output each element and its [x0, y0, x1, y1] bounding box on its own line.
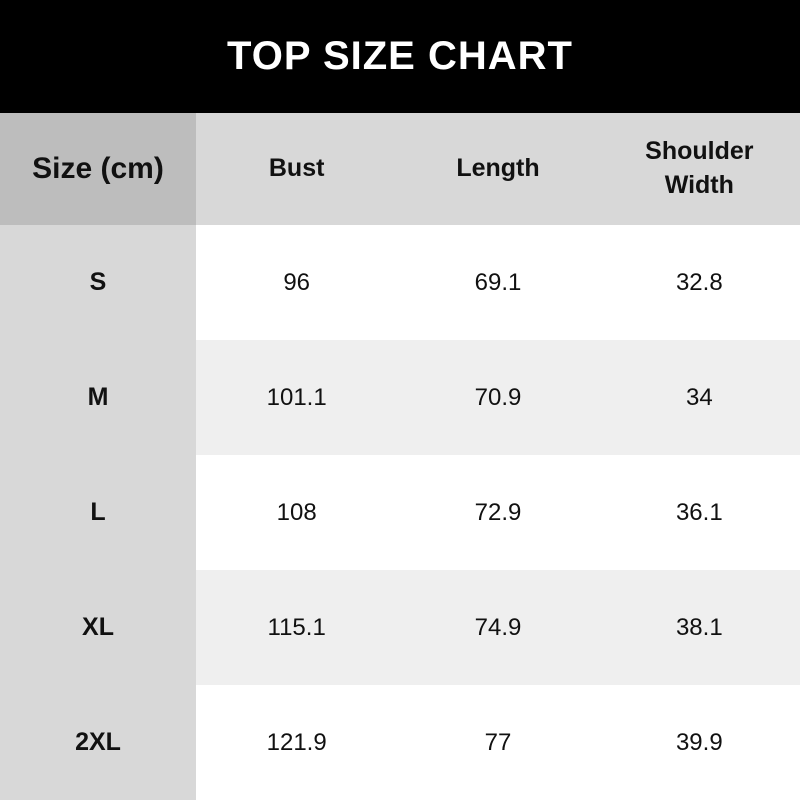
value-xl-bust: 115.1	[196, 570, 398, 685]
size-label-2xl: 2XL	[0, 685, 196, 800]
value-xl-length: 74.9	[397, 570, 599, 685]
value-m-bust: 101.1	[196, 340, 398, 455]
value-2xl-shoulder-width: 39.9	[598, 685, 800, 800]
header-label-shoulder-width: Shoulder Width	[645, 137, 754, 199]
value-l-shoulder-width: 36.1	[598, 455, 800, 570]
value-2xl-length: 77	[397, 685, 599, 800]
header-cell-bust: Bust	[196, 113, 398, 225]
value-l-length: 72.9	[397, 455, 599, 570]
header-cell-shoulder-width: Shoulder Width	[598, 113, 800, 225]
value-m-shoulder-width: 34	[598, 340, 800, 455]
size-chart-table: Size (cm) Bust Length Shoulder Width S 9…	[0, 113, 800, 800]
size-label-xl: XL	[0, 570, 196, 685]
value-l-bust: 108	[196, 455, 398, 570]
size-label-s: S	[0, 225, 196, 340]
size-label-m: M	[0, 340, 196, 455]
value-xl-shoulder-width: 38.1	[598, 570, 800, 685]
header-cell-size: Size (cm)	[0, 113, 196, 225]
value-s-bust: 96	[196, 225, 398, 340]
size-label-l: L	[0, 455, 196, 570]
title-banner: TOP SIZE CHART	[0, 0, 800, 113]
value-2xl-bust: 121.9	[196, 685, 398, 800]
value-m-length: 70.9	[397, 340, 599, 455]
page-title: TOP SIZE CHART	[227, 34, 573, 78]
value-s-length: 69.1	[397, 225, 599, 340]
header-cell-length: Length	[397, 113, 599, 225]
header-label-bust: Bust	[268, 154, 325, 183]
header-label-size: Size (cm)	[32, 152, 164, 185]
header-label-length: Length	[456, 154, 540, 183]
value-s-shoulder-width: 32.8	[598, 225, 800, 340]
